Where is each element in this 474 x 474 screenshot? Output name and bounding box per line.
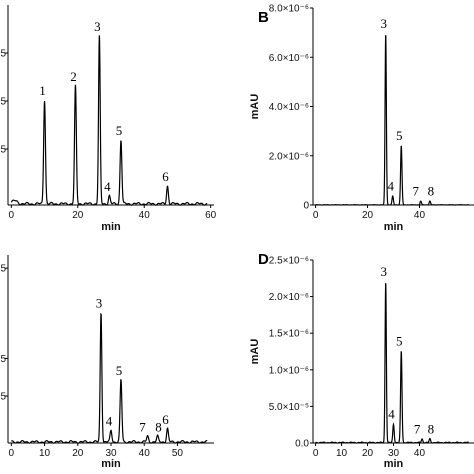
x-tick-label: 10 [39,448,51,459]
series-line [11,312,208,444]
x-axis-label: min [101,458,121,470]
x-tick-label: 40 [414,448,426,459]
x-tick-label: 0 [313,210,319,221]
x-axis-label: min [384,458,404,470]
y-tick-label: 5 [0,392,6,403]
panel-4: 0 10 20 30 40 0.0 5.0×10⁻⁵ 1.0×10⁻⁶ 1.5×10⁻⁶ 2.0×… [249,251,474,470]
y-axis-label: mAU [249,94,261,120]
series-line [10,35,208,206]
x-tick-label: 20 [72,448,84,459]
panel-label: D [258,251,269,268]
peak-label: 4 [387,178,394,193]
peak-label: 7 [414,421,421,436]
y-tick-label: 5 [0,97,6,108]
y-tick-label: 2.0×10⁻⁶ [269,151,309,162]
x-axis-label: min [384,221,404,233]
y-tick-label: 2.5×10⁻⁶ [269,256,309,267]
peak-label: 7 [413,183,420,198]
y-tick-label: 8.0×10⁻⁶ [269,4,309,15]
peak-label: 3 [380,16,387,31]
peak-label: 2 [70,69,77,84]
x-tick-label: 20 [362,448,374,459]
peak-label: 5 [396,128,403,143]
y-tick-label: 5 [0,145,6,156]
peak-label: 4 [106,414,113,429]
peak-label: 6 [162,412,169,427]
y-tick-label: 5 [0,354,6,365]
x-tick-label: 30 [388,448,400,459]
y-tick-label: 4.0×10⁻⁶ [269,102,309,113]
y-tick-label: 6.0×10⁻⁶ [269,53,309,64]
x-axis-label: min [101,221,121,233]
peak-label: 8 [428,421,435,436]
x-tick-label: 20 [362,210,374,221]
peak-label: 3 [94,19,101,34]
peak-label: 3 [96,295,103,310]
y-tick-label: 5.0×10⁻⁵ [269,402,309,413]
peak-label: 1 [39,83,46,98]
series-line [315,282,469,444]
y-tick-label: 0 [303,201,309,212]
panel-label: B [258,9,269,26]
x-tick-label: 30 [105,448,117,459]
x-tick-label: 50 [172,448,184,459]
x-tick-label: 20 [72,210,84,221]
x-tick-label: 0 [9,448,15,459]
panel-3: 0 10 20 30 40 50 5 5 5 min 3 4 5 7 86 [0,255,214,470]
panel-2: 0 20 40 0 2.0×10⁻⁶ 4.0×10⁻⁶ 6.0×10⁻⁶ 8.0×10⁻⁶ mi… [249,4,474,233]
peak-label: 7 [139,419,146,434]
y-axis-label: mAU [249,339,261,365]
y-tick-label: 2.0×10⁻⁶ [269,292,309,303]
peak-label: 5 [116,123,123,138]
peak-label: 4 [104,179,111,194]
peak-label: 5 [396,334,403,349]
x-tick-label: 40 [139,448,151,459]
peak-label: 6 [162,169,169,184]
x-tick-label: 0 [313,448,319,459]
peak-label: 8 [428,183,435,198]
y-tick-label: 1.5×10⁻⁶ [269,329,309,340]
y-tick-label: 1.0×10⁻⁶ [269,365,309,376]
x-tick-label: 40 [414,210,426,221]
y-tick-label: 0.0 [295,439,309,450]
y-tick-label: 5 [0,49,6,60]
peak-label: 3 [380,264,387,279]
y-tick-label: 5 [0,264,6,275]
x-tick-label: 40 [139,210,151,221]
peak-label: 5 [116,363,123,378]
panel-1: 0 20 40 60 5 5 5 min 1 2 3 4 5 6 [0,5,217,233]
peak-label: 4 [388,407,395,422]
peak-label: 8 [155,419,162,434]
series-line [315,35,469,206]
x-tick-label: 60 [205,210,217,221]
x-tick-label: 0 [9,210,15,221]
x-tick-label: 10 [336,448,348,459]
